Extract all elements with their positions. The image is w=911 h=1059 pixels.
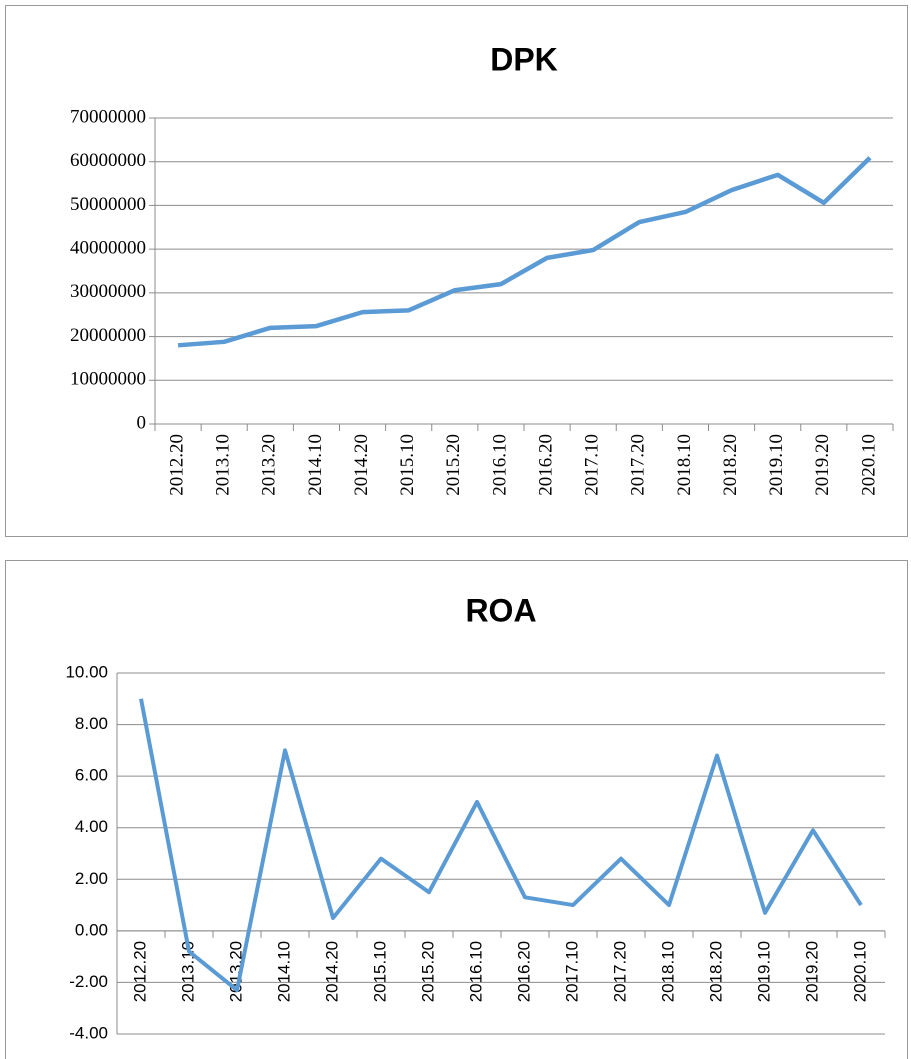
x-tick-label: 2012.20 <box>166 434 187 496</box>
x-tick-label: 2016.10 <box>489 434 510 496</box>
y-tick-label: 30000000 <box>70 281 146 302</box>
x-tick-label: 2013.10 <box>213 434 234 496</box>
y-tick-label: 50000000 <box>70 194 146 215</box>
chart-frame <box>5 560 908 1059</box>
x-tick-label: 2019.10 <box>766 434 787 496</box>
x-tick-label: 2017.10 <box>582 434 603 496</box>
y-tick-label: -2.00 <box>69 972 108 991</box>
x-tick-label: 2017.20 <box>610 941 629 1002</box>
y-tick-label: 20000000 <box>70 325 146 346</box>
y-tick-label: 70000000 <box>70 106 146 127</box>
x-tick-label: 2018.20 <box>706 941 725 1002</box>
x-tick-label: 2019.20 <box>802 941 821 1002</box>
x-tick-label: 2012.20 <box>130 941 149 1002</box>
x-tick-label: 2014.10 <box>274 941 293 1002</box>
x-tick-label: 2015.10 <box>370 941 389 1002</box>
y-tick-label: 40000000 <box>70 238 146 259</box>
x-tick-label: 2020.10 <box>850 941 869 1002</box>
x-tick-label: 2016.20 <box>514 941 533 1002</box>
line-series <box>139 698 863 993</box>
x-tick-label: 2018.10 <box>674 434 695 496</box>
y-tick-label: 10.00 <box>65 662 108 681</box>
y-tick-label: 10000000 <box>70 369 146 390</box>
y-tick-label: 2.00 <box>75 869 108 888</box>
y-tick-label: -4.00 <box>69 1023 108 1042</box>
x-tick-label: 2014.10 <box>305 434 326 496</box>
x-tick-label: 2018.10 <box>658 941 677 1002</box>
x-tick-label: 2020.10 <box>858 434 879 496</box>
y-tick-label: 8.00 <box>75 714 108 733</box>
x-tick-label: 2014.20 <box>351 434 372 496</box>
y-tick-label: 60000000 <box>70 150 146 171</box>
x-tick-label: 2013.20 <box>259 434 280 496</box>
x-tick-label: 2015.20 <box>443 434 464 496</box>
line-series <box>177 156 872 348</box>
x-tick-label: 2016.10 <box>466 941 485 1002</box>
chart-frame <box>5 5 908 537</box>
x-tick-label: 2017.20 <box>628 434 649 496</box>
y-tick-label: 0 <box>137 412 147 433</box>
y-tick-label: 0.00 <box>75 920 108 939</box>
chart-title: ROA <box>465 592 536 628</box>
y-tick-label: 6.00 <box>75 766 108 785</box>
x-tick-label: 2018.20 <box>720 434 741 496</box>
x-tick-label: 2014.20 <box>322 941 341 1002</box>
x-tick-label: 2017.10 <box>562 941 581 1002</box>
chart-title: DPK <box>490 41 558 77</box>
x-tick-label: 2016.20 <box>535 434 556 496</box>
x-tick-label: 2015.10 <box>397 434 418 496</box>
y-tick-label: 4.00 <box>75 817 108 836</box>
x-tick-label: 2019.20 <box>812 434 833 496</box>
x-tick-label: 2019.10 <box>754 941 773 1002</box>
x-tick-label: 2015.20 <box>418 941 437 1002</box>
